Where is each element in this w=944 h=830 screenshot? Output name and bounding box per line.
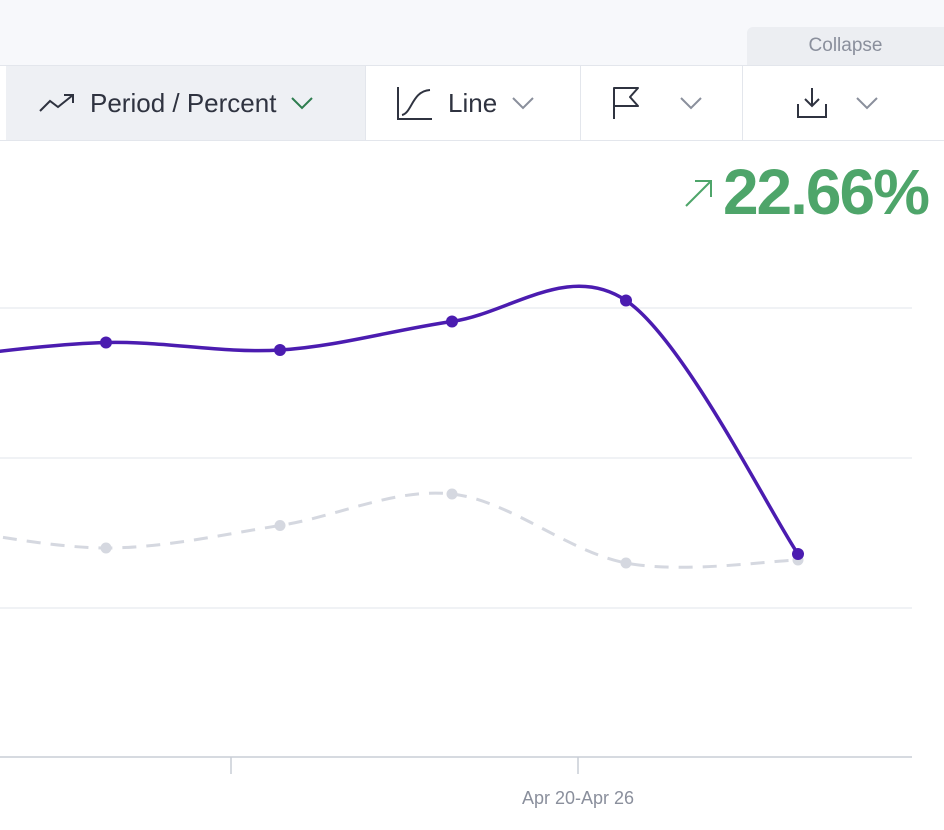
primary-data-point (620, 294, 632, 307)
chart-type-label: Line (448, 87, 498, 118)
comparison-data-point (446, 488, 458, 500)
download-icon (795, 86, 829, 120)
change-value: 22.66% (722, 156, 930, 228)
primary-data-point (792, 548, 804, 560)
change-badge: 22.66% (683, 156, 930, 228)
primary-series-line (0, 284, 800, 555)
comparison-series-line (0, 491, 799, 569)
chevron-down-icon (511, 96, 535, 110)
chart-toolbar: Period / Percent Line (0, 65, 944, 141)
chart-type-dropdown[interactable]: Line (366, 66, 581, 140)
period-percent-dropdown[interactable]: Period / Percent (6, 66, 366, 140)
arrow-up-right-icon (683, 177, 715, 214)
trend-up-icon (38, 92, 76, 114)
period-percent-label: Period / Percent (90, 87, 277, 118)
comparison-data-point (620, 557, 632, 569)
chevron-down-icon (290, 96, 314, 110)
primary-data-point (100, 336, 112, 349)
primary-data-point (274, 344, 286, 356)
chevron-down-icon (855, 96, 879, 110)
comparison-data-point (100, 542, 112, 554)
flag-icon (611, 85, 641, 121)
annotations-dropdown[interactable] (581, 66, 743, 140)
download-dropdown[interactable] (743, 66, 944, 140)
collapse-label: Collapse (808, 35, 883, 56)
primary-data-point (446, 315, 458, 328)
chevron-down-icon (679, 96, 703, 110)
curve-line-icon (396, 85, 434, 121)
x-tick-label: Apr 20-Apr 26 (521, 788, 635, 808)
collapse-button[interactable]: Collapse (747, 27, 944, 65)
comparison-data-point (274, 520, 286, 531)
